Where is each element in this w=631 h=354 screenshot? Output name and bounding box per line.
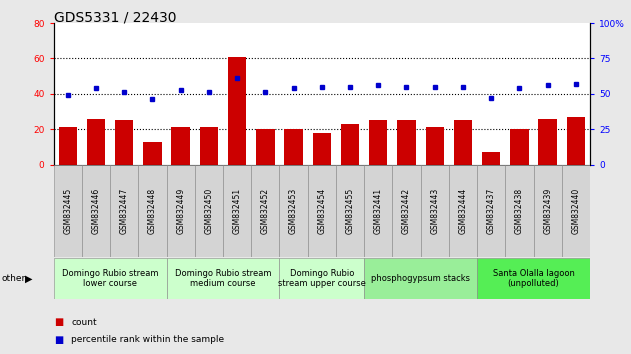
Bar	[87, 119, 105, 165]
Bar	[228, 57, 246, 165]
Bar	[167, 165, 195, 257]
Bar	[477, 258, 590, 299]
Bar	[425, 127, 444, 165]
Bar	[369, 120, 387, 165]
Text: GSM832445: GSM832445	[63, 188, 72, 234]
Text: GSM832450: GSM832450	[204, 188, 213, 234]
Bar	[312, 133, 331, 165]
Text: ■: ■	[54, 317, 63, 327]
Text: GSM832446: GSM832446	[91, 188, 100, 234]
Text: Domingo Rubio stream
medium course: Domingo Rubio stream medium course	[175, 269, 271, 289]
Text: Domingo Rubio
stream upper course: Domingo Rubio stream upper course	[278, 269, 366, 289]
Text: GSM832439: GSM832439	[543, 188, 552, 234]
Bar	[115, 120, 133, 165]
Bar	[251, 165, 280, 257]
Bar	[143, 142, 162, 165]
Text: GSM832438: GSM832438	[515, 188, 524, 234]
Text: GSM832454: GSM832454	[317, 188, 326, 234]
Text: count: count	[71, 318, 97, 327]
Text: percentile rank within the sample: percentile rank within the sample	[71, 335, 225, 344]
Bar	[167, 258, 280, 299]
Bar	[449, 165, 477, 257]
Bar	[477, 165, 505, 257]
Bar	[172, 127, 190, 165]
Bar	[110, 165, 138, 257]
Text: GDS5331 / 22430: GDS5331 / 22430	[54, 11, 176, 25]
Bar	[454, 120, 472, 165]
Text: GSM832440: GSM832440	[572, 188, 581, 234]
Bar	[256, 129, 274, 165]
Bar	[308, 165, 336, 257]
Bar	[538, 119, 557, 165]
Bar	[285, 129, 303, 165]
Text: GSM832442: GSM832442	[402, 188, 411, 234]
Bar	[392, 165, 421, 257]
Text: GSM832455: GSM832455	[346, 188, 355, 234]
Text: other: other	[1, 274, 25, 283]
Bar	[336, 165, 364, 257]
Text: GSM832449: GSM832449	[176, 188, 185, 234]
Bar	[505, 165, 534, 257]
Text: GSM832448: GSM832448	[148, 188, 157, 234]
Bar	[59, 127, 77, 165]
Text: Santa Olalla lagoon
(unpolluted): Santa Olalla lagoon (unpolluted)	[493, 269, 574, 289]
Bar	[54, 258, 167, 299]
Bar	[341, 124, 359, 165]
Bar	[510, 129, 529, 165]
Text: ▶: ▶	[25, 274, 33, 284]
Bar	[223, 165, 251, 257]
Bar	[54, 165, 82, 257]
Bar	[398, 120, 416, 165]
Text: Domingo Rubio stream
lower course: Domingo Rubio stream lower course	[62, 269, 158, 289]
Bar	[364, 165, 392, 257]
Bar	[567, 117, 585, 165]
Bar	[280, 165, 308, 257]
Bar	[482, 152, 500, 165]
Bar	[562, 165, 590, 257]
Text: GSM832444: GSM832444	[459, 188, 468, 234]
Bar	[195, 165, 223, 257]
Bar	[421, 165, 449, 257]
Text: GSM832451: GSM832451	[233, 188, 242, 234]
Bar	[364, 258, 477, 299]
Text: phosphogypsum stacks: phosphogypsum stacks	[371, 274, 470, 283]
Text: GSM832452: GSM832452	[261, 188, 270, 234]
Text: GSM832441: GSM832441	[374, 188, 383, 234]
Text: GSM832443: GSM832443	[430, 188, 439, 234]
Bar	[534, 165, 562, 257]
Bar	[82, 165, 110, 257]
Bar	[138, 165, 167, 257]
Text: GSM832447: GSM832447	[120, 188, 129, 234]
Text: GSM832437: GSM832437	[487, 188, 496, 234]
Bar	[280, 258, 364, 299]
Text: ■: ■	[54, 335, 63, 345]
Bar	[200, 127, 218, 165]
Text: GSM832453: GSM832453	[289, 188, 298, 234]
